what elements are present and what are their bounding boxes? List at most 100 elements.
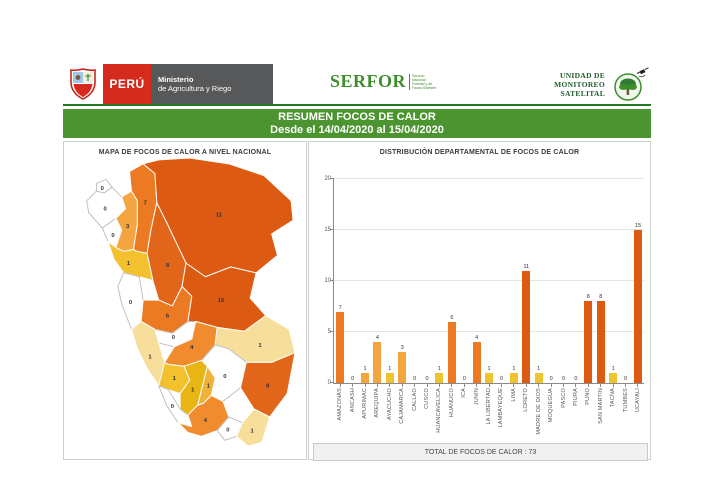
x-axis-label: HUANCAVELICA <box>436 388 443 433</box>
x-axis-label: CALLAO <box>411 388 418 411</box>
x-slot: CALLAO <box>408 384 420 442</box>
x-axis-label: ANCASH <box>349 388 356 413</box>
x-slot: PIURA <box>570 384 582 442</box>
map-panel: MAPA DE FOCOS DE CALOR A NIVEL NACIONAL <box>63 141 307 460</box>
x-tick-mark <box>625 384 627 387</box>
gridline <box>334 229 644 230</box>
bar-value-label: 0 <box>462 376 466 382</box>
bar-slot: 0 <box>570 376 582 383</box>
map-value-label: 4 <box>204 418 208 424</box>
x-axis-label: CAJAMARCA <box>399 388 406 424</box>
x-axis-label: TUMBES <box>622 388 629 413</box>
x-tick-mark <box>463 384 465 387</box>
bar-value-label: 4 <box>475 335 479 342</box>
bar-lima <box>509 372 518 383</box>
x-tick-mark <box>637 384 639 387</box>
bar-value-label: 1 <box>363 365 367 372</box>
ums-line2: MONITOREO <box>554 79 605 89</box>
y-tick-mark <box>330 382 334 383</box>
map-region-puno <box>239 352 296 418</box>
y-axis-label: 20 <box>324 176 331 182</box>
serfor-logo: SERFOR Servicio Nacional Forestal y de F… <box>330 71 436 92</box>
y-tick-mark <box>330 280 334 281</box>
x-slot: CUSCO <box>421 384 433 442</box>
x-slot: AMAZONAS <box>334 384 346 442</box>
x-slot: LIMA <box>508 384 520 442</box>
y-axis-label: 10 <box>324 278 331 284</box>
x-axis-label: JUNÍN <box>473 388 480 406</box>
x-axis-label: APURÍMAC <box>362 388 369 419</box>
peru-label: PERÚ <box>109 77 145 91</box>
map-value-label: 7 <box>143 201 146 207</box>
gridline <box>334 331 644 332</box>
total-focos-text: TOTAL DE FOCOS DE CALOR : 73 <box>424 448 537 456</box>
bar-junín <box>472 342 481 383</box>
x-slot: LAMBAYEQUE <box>495 384 507 442</box>
bar-slot: 1 <box>359 366 371 383</box>
x-slot: TUMBES <box>619 384 631 442</box>
bar-value-label: 0 <box>549 376 553 382</box>
map-value-label: 1 <box>127 261 131 267</box>
bar-slot: 1 <box>384 366 396 383</box>
chart-panel: DISTRIBUCIÓN DEPARTAMENTAL DE FOCOS DE C… <box>308 141 651 461</box>
x-slot: SAN MARTÍN <box>595 384 607 442</box>
x-tick-mark <box>389 384 391 387</box>
x-axis-label: HUÁNUCO <box>448 388 455 418</box>
bar-value-label: 7 <box>338 304 342 311</box>
bar-slot: 3 <box>396 345 408 383</box>
x-slot: TACNA <box>607 384 619 442</box>
bar-slot: 1 <box>533 366 545 383</box>
x-slot: UCAYALI <box>632 384 644 442</box>
bar-apurímac <box>361 372 370 383</box>
ums-line1: UNIDAD DE <box>560 70 605 80</box>
bar-ucayali <box>633 230 642 383</box>
ministry-line1: Ministerio <box>158 75 194 84</box>
map-value-label: 8 <box>266 384 270 390</box>
chart-bars: 7 0 1 4 1 3 0 0 1 6 0 4 1 0 1 11 1 0 0 0 8 8 1 0 15 <box>334 179 644 383</box>
bar-value-label: 3 <box>400 345 404 352</box>
x-axis-label: ICA <box>461 388 468 398</box>
x-tick-mark <box>414 384 416 387</box>
report-date-range: Desde el 14/04/2020 al 15/04/2020 <box>270 123 444 136</box>
report-title: RESUMEN FOCOS DE CALOR <box>278 110 436 123</box>
bar-huánuco <box>447 321 456 383</box>
bar-slot: 0 <box>458 376 470 383</box>
serfor-tagline-4: Fauna Silvestre <box>412 85 437 90</box>
bar-value-label: 1 <box>487 365 491 372</box>
bar-amazonas <box>336 311 345 383</box>
header-divider <box>63 104 651 106</box>
map-value-label: 0 <box>111 233 114 239</box>
x-axis-label: MOQUEGUA <box>548 388 555 423</box>
x-slot: PUNO <box>582 384 594 442</box>
x-tick-mark <box>513 384 515 387</box>
y-axis-label: 15 <box>324 227 331 233</box>
map-region-tacna <box>236 408 271 447</box>
x-tick-mark <box>538 384 540 387</box>
bar-value-label: 8 <box>586 294 590 301</box>
x-axis-label: MADRE DE DIOS <box>535 388 542 435</box>
bar-slot: 0 <box>545 376 557 383</box>
y-axis-label: 0 <box>327 380 331 386</box>
y-tick-mark <box>330 178 334 179</box>
bar-tacna <box>609 372 618 383</box>
map-value-label: 1 <box>258 343 262 349</box>
bar-cajamarca <box>398 352 407 383</box>
map-value-label: 0 <box>101 186 104 192</box>
x-tick-mark <box>426 384 428 387</box>
bar-madre-de-dios <box>534 372 543 383</box>
total-focos-box: TOTAL DE FOCOS DE CALOR : 73 <box>313 443 648 461</box>
x-tick-mark <box>612 384 614 387</box>
map-value-label: 0 <box>104 207 107 213</box>
bar-value-label: 0 <box>574 376 578 382</box>
satellite-monitoring-unit-logo: UNIDAD DE MONITOREO SATELITAL <box>554 66 651 102</box>
x-slot: ANCASH <box>346 384 358 442</box>
map-value-label: 4 <box>190 345 194 351</box>
bar-value-label: 0 <box>561 376 566 382</box>
bar-slot: 7 <box>334 305 346 383</box>
x-slot: ICA <box>458 384 470 442</box>
x-tick-mark <box>587 384 589 387</box>
x-axis-label: LA LIBERTAD <box>486 388 493 425</box>
serfor-tagline: Servicio Nacional Forestal y de Fauna Si… <box>409 73 437 90</box>
map-region-arequipa <box>177 395 230 437</box>
